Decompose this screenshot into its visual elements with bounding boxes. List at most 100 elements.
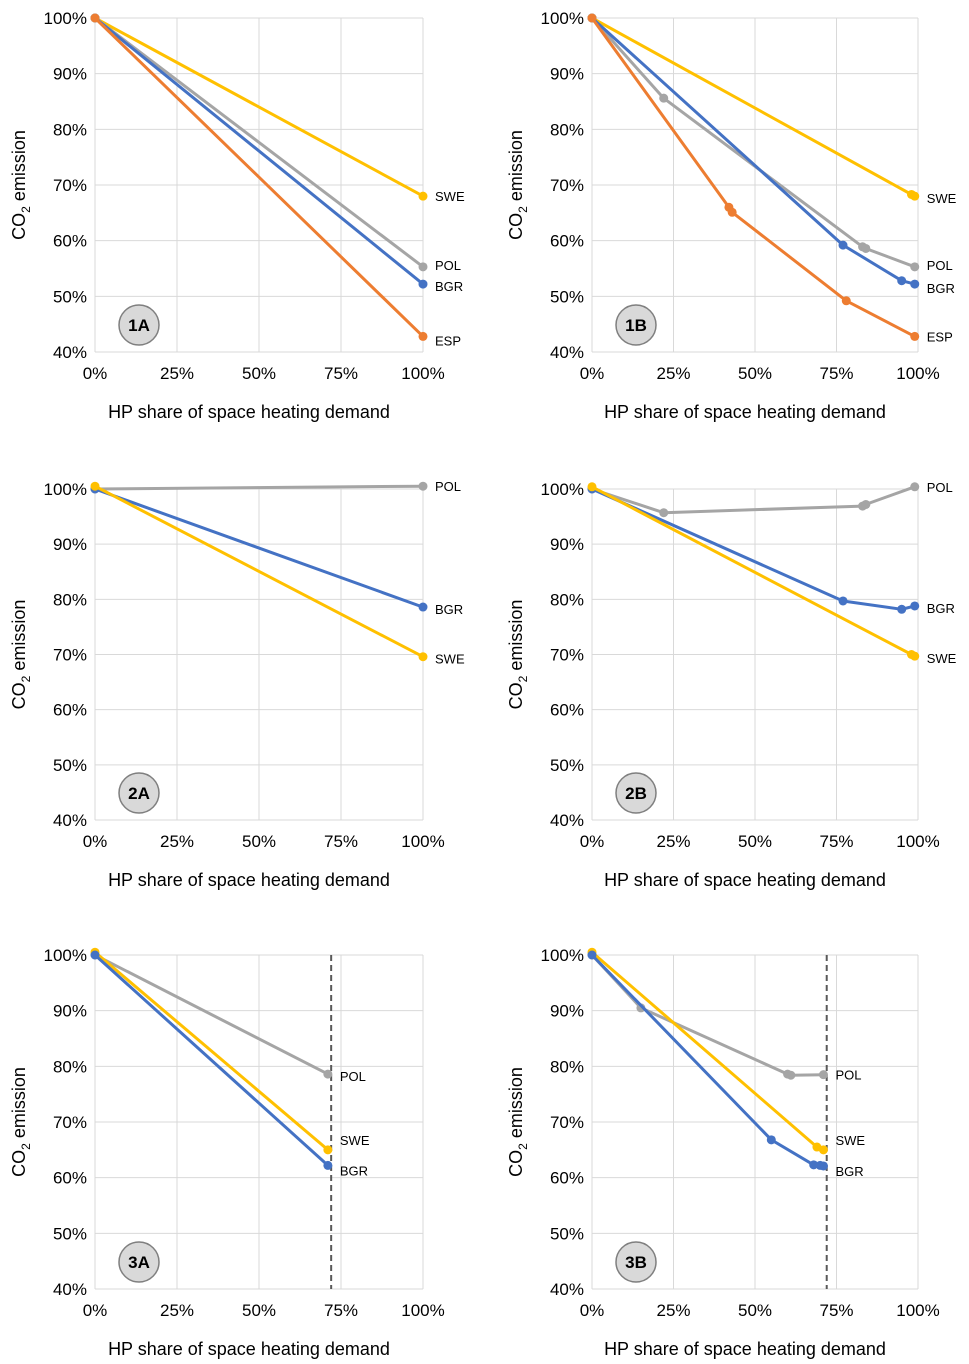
data-point-bgr (838, 596, 848, 606)
x-tick-label: 0% (83, 364, 108, 383)
y-axis-title-sub: 2 (19, 675, 33, 682)
y-tick-label: 100% (541, 9, 584, 28)
series-label-esp: ESP (927, 329, 953, 344)
y-tick-label: 60% (550, 701, 584, 720)
series-label-swe: SWE (927, 651, 957, 666)
chart-panel-3B: 40% 50% 60% 70% 80% 90% 100% 0% 25% 50% 75% 100% HP … (506, 946, 940, 1359)
y-tick-label: 100% (44, 9, 87, 28)
y-axis-title-main: CO (9, 682, 29, 709)
data-point-pol (861, 499, 871, 509)
y-tick-label: 80% (550, 1057, 584, 1076)
data-point-esp (727, 207, 737, 217)
y-axis-title: CO2 emission (506, 600, 530, 710)
x-tick-label: 75% (819, 832, 853, 851)
y-tick-label: 50% (53, 287, 87, 306)
y-tick-label: 60% (53, 232, 87, 251)
x-axis-title: HP share of space heating demand (108, 402, 390, 422)
series-line-swe (591, 951, 825, 1152)
series-line-pol (590, 953, 824, 1077)
series-line-pol (94, 16, 424, 268)
data-point-swe (90, 481, 100, 491)
series-label-esp: ESP (435, 333, 461, 348)
series-line-esp (93, 16, 425, 338)
y-tick-label: 80% (53, 1057, 87, 1076)
data-point-esp (841, 296, 851, 306)
x-tick-label: 50% (738, 832, 772, 851)
data-point-bgr (587, 950, 597, 960)
y-tick-label: 100% (44, 480, 87, 499)
x-tick-label: 0% (83, 832, 108, 851)
series-line-bgr (590, 16, 916, 286)
series-label-swe: SWE (340, 1133, 370, 1148)
y-tick-label: 70% (53, 646, 87, 665)
x-tick-label: 75% (819, 1301, 853, 1320)
y-axis-title-rest: emission (506, 130, 526, 206)
x-tick-label: 50% (242, 1301, 276, 1320)
x-tick-label: 100% (896, 364, 939, 383)
y-axis-title: CO2 emission (506, 130, 530, 240)
data-point-bgr (838, 240, 848, 250)
panel-badge (615, 304, 657, 346)
y-axis-title-sub: 2 (516, 206, 530, 213)
y-axis-title: CO2 emission (9, 600, 33, 710)
x-axis-title: HP share of space heating demand (604, 402, 886, 422)
x-tick-label: 50% (242, 832, 276, 851)
y-axis-title-sub: 2 (19, 206, 33, 213)
data-point-pol (418, 481, 428, 491)
y-tick-label: 60% (550, 232, 584, 251)
series-line-swe (591, 16, 916, 198)
y-tick-label: 40% (53, 343, 87, 362)
y-tick-label: 70% (550, 176, 584, 195)
chart-panel-1A: 40% 50% 60% 70% 80% 90% 100% 0% 25% 50% 75% 100% HP … (9, 9, 465, 422)
x-axis-title: HP share of space heating demand (604, 870, 886, 890)
data-point-bgr (418, 602, 428, 612)
data-point-swe (323, 1145, 333, 1155)
y-axis-title-sub: 2 (516, 675, 530, 682)
x-tick-label: 0% (83, 1301, 108, 1320)
chart-panel-2A: 40% 50% 60% 70% 80% 90% 100% 0% 25% 50% 75% 100% HP … (9, 479, 465, 890)
data-point-esp (587, 13, 597, 23)
x-axis-title: HP share of space heating demand (108, 870, 390, 890)
series-line-bgr (93, 953, 329, 1167)
x-tick-label: 50% (242, 364, 276, 383)
y-axis-title-rest: emission (506, 600, 526, 676)
panel-badge-label: 2A (128, 784, 150, 803)
y-tick-label: 40% (550, 343, 584, 362)
panel-badge (118, 304, 160, 346)
panel-badge (118, 772, 160, 814)
x-tick-label: 100% (896, 832, 939, 851)
y-tick-label: 80% (550, 120, 584, 139)
data-point-esp (90, 13, 100, 23)
series-label-bgr: BGR (927, 601, 955, 616)
series-label-pol: POL (835, 1068, 861, 1083)
data-point-bgr (418, 279, 428, 289)
y-tick-label: 60% (53, 1169, 87, 1188)
y-tick-label: 100% (44, 946, 87, 965)
y-tick-label: 50% (550, 756, 584, 775)
series-label-swe: SWE (835, 1133, 865, 1148)
y-tick-label: 90% (550, 1002, 584, 1021)
y-tick-label: 90% (53, 1002, 87, 1021)
series-label-bgr: BGR (435, 279, 463, 294)
y-tick-label: 100% (541, 946, 584, 965)
series-line-esp (590, 17, 916, 338)
data-point-esp (418, 331, 428, 341)
series-line-swe (94, 951, 329, 1151)
data-point-bgr (910, 279, 920, 289)
panel-badge (615, 1241, 657, 1283)
y-axis-title: CO2 emission (9, 1067, 33, 1177)
x-tick-label: 75% (324, 1301, 358, 1320)
y-axis-title-rest: emission (9, 600, 29, 676)
y-tick-label: 90% (550, 535, 584, 554)
series-label-pol: POL (435, 258, 461, 273)
x-tick-label: 25% (656, 832, 690, 851)
series-line-pol (94, 484, 424, 491)
data-point-bgr (910, 601, 920, 611)
y-tick-label: 50% (550, 1224, 584, 1243)
x-tick-label: 0% (580, 364, 605, 383)
series-line-swe (94, 484, 424, 659)
data-point-pol (910, 262, 920, 272)
series-line-bgr (591, 487, 916, 611)
y-tick-label: 70% (53, 176, 87, 195)
